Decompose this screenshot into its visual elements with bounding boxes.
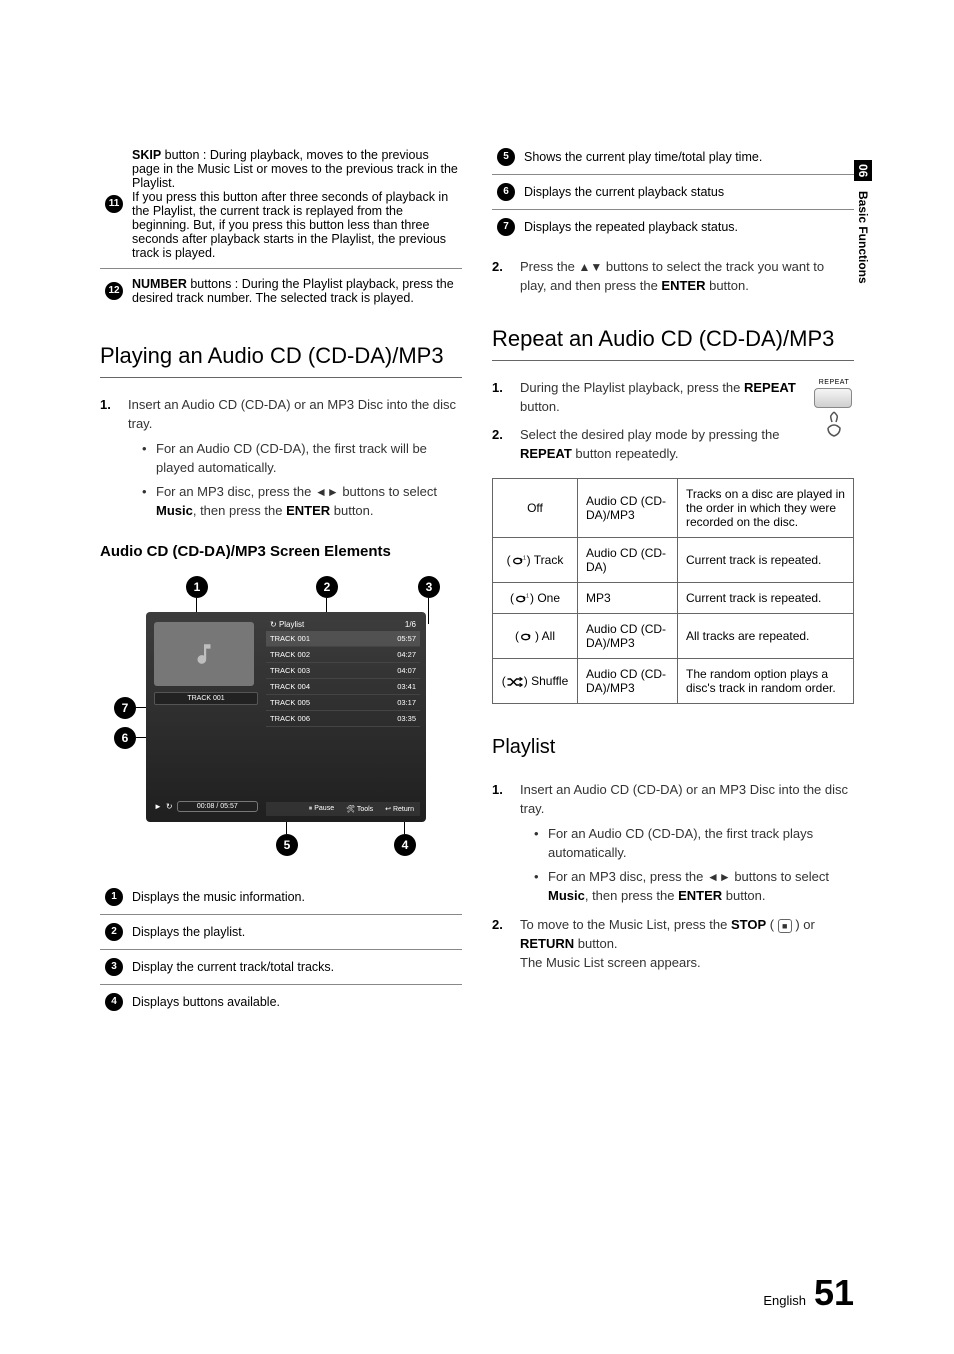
playing-bullet-1: For an Audio CD (CD-DA), the first track… — [142, 440, 462, 478]
playlist-bullet-1: For an Audio CD (CD-DA), the first track… — [534, 825, 854, 863]
marker-11: 11 — [105, 195, 123, 213]
repeat-step1: 1. During the Playlist playback, press t… — [492, 379, 804, 417]
stop-icon: ■ — [778, 919, 792, 933]
playing-bullet-2: For an MP3 disc, press the ◄► buttons to… — [142, 483, 462, 521]
playlist-header: ↻ Playlist — [270, 620, 304, 629]
svg-text:1: 1 — [526, 594, 529, 600]
playlist-bullet-2: For an MP3 disc, press the ◄► buttons to… — [534, 868, 854, 906]
playing-step1: 1. Insert an Audio CD (CD-DA) or an MP3 … — [100, 396, 462, 521]
playlist-section-title: Playlist — [492, 736, 854, 767]
skip-desc: SKIP button : During playback, moves to … — [128, 140, 462, 269]
el-marker-4: 4 — [105, 993, 123, 1011]
playlist-step2: 2. To move to the Music List, press the … — [492, 916, 854, 973]
callout-1: 1 — [186, 576, 208, 598]
playlist-step1: 1. Insert an Audio CD (CD-DA) or an MP3 … — [492, 781, 854, 906]
chapter-name: Basic Functions — [854, 189, 872, 286]
mode-row-all: () All Audio CD (CD-DA)/MP3 All tracks a… — [493, 614, 854, 659]
el-marker-7: 7 — [497, 218, 515, 236]
footer-pause: ⏸ Pause — [309, 805, 334, 813]
footer-lang: English — [763, 1293, 806, 1308]
button-desc-table-top: 11 SKIP button : During playback, moves … — [100, 140, 462, 313]
footer-tools: 🛠 Tools — [346, 805, 373, 813]
play-icon: ► — [154, 802, 162, 811]
el-desc-4: Displays buttons available. — [128, 985, 462, 1020]
callout-4: 4 — [394, 834, 416, 856]
playing-section-title: Playing an Audio CD (CD-DA)/MP3 — [100, 343, 462, 378]
track-list: TRACK 00105:57 TRACK 00204:27 TRACK 0030… — [266, 631, 420, 802]
album-cover — [154, 622, 254, 686]
repeat-button-illustration: REPEAT — [814, 379, 854, 440]
repeat-step2: 2. Select the desired play mode by press… — [492, 426, 804, 464]
mode-row-track: (1) Track Audio CD (CD-DA) Current track… — [493, 538, 854, 583]
screen-elements-table: 1 Displays the music information. 2 Displa… — [100, 880, 462, 1019]
playing-step2: 2. Press the ▲▼ buttons to select the tr… — [492, 258, 854, 296]
mode-row-off: Off Audio CD (CD-DA)/MP3 Tracks on a dis… — [493, 479, 854, 538]
el-desc-1: Displays the music information. — [128, 880, 462, 915]
screen-elements-title: Audio CD (CD-DA)/MP3 Screen Elements — [100, 543, 462, 560]
ui-screenshot: 1 2 3 5 4 6 7 TRACK 001 — [106, 572, 456, 862]
footer-page: 51 — [814, 1272, 854, 1314]
el-desc-5: Shows the current play time/total play t… — [520, 140, 854, 175]
marker-12: 12 — [105, 282, 123, 300]
el-desc-7: Displays the repeated playback status. — [520, 210, 854, 245]
el-desc-2: Displays the playlist. — [128, 915, 462, 950]
page-footer: English 51 — [763, 1272, 854, 1314]
right-column: 5 Shows the current play time/total play … — [492, 140, 854, 1234]
el-marker-3: 3 — [105, 958, 123, 976]
chapter-number: 06 — [854, 160, 872, 181]
footer-return: ↩ Return — [385, 805, 414, 813]
repeat-section-title: Repeat an Audio CD (CD-DA)/MP3 — [492, 326, 854, 361]
mode-row-one: (1) One MP3 Current track is repeated. — [493, 583, 854, 614]
now-playing-track: TRACK 001 — [154, 692, 258, 705]
el-marker-6: 6 — [497, 183, 515, 201]
el-desc-6: Displays the current playback status — [520, 175, 854, 210]
time-display: 00:08 / 05:57 — [177, 801, 258, 812]
number-desc: NUMBER buttons : During the Playlist pla… — [128, 269, 462, 314]
callout-6: 6 — [114, 727, 136, 749]
el-marker-5: 5 — [497, 148, 515, 166]
callout-7: 7 — [114, 697, 136, 719]
screen-elements-table-cont: 5 Shows the current play time/total play … — [492, 140, 854, 244]
el-marker-1: 1 — [105, 888, 123, 906]
repeat-modes-table: Off Audio CD (CD-DA)/MP3 Tracks on a dis… — [492, 478, 854, 704]
callout-2: 2 — [316, 576, 338, 598]
svg-text:1: 1 — [523, 556, 526, 562]
callout-5: 5 — [276, 834, 298, 856]
repeat-status-icon: ↻ — [166, 802, 173, 811]
side-tab: 06 Basic Functions — [854, 160, 872, 286]
el-desc-3: Display the current track/total tracks. — [128, 950, 462, 985]
track-counter: 1/6 — [405, 620, 416, 629]
player-screen: TRACK 001 ► ↻ 00:08 / 05:57 ↻ Playlist 1… — [146, 612, 426, 822]
mode-row-shuffle: () Shuffle Audio CD (CD-DA)/MP3 The rand… — [493, 659, 854, 704]
left-column: 11 SKIP button : During playback, moves … — [100, 140, 462, 1234]
el-marker-2: 2 — [105, 923, 123, 941]
callout-3: 3 — [418, 576, 440, 598]
